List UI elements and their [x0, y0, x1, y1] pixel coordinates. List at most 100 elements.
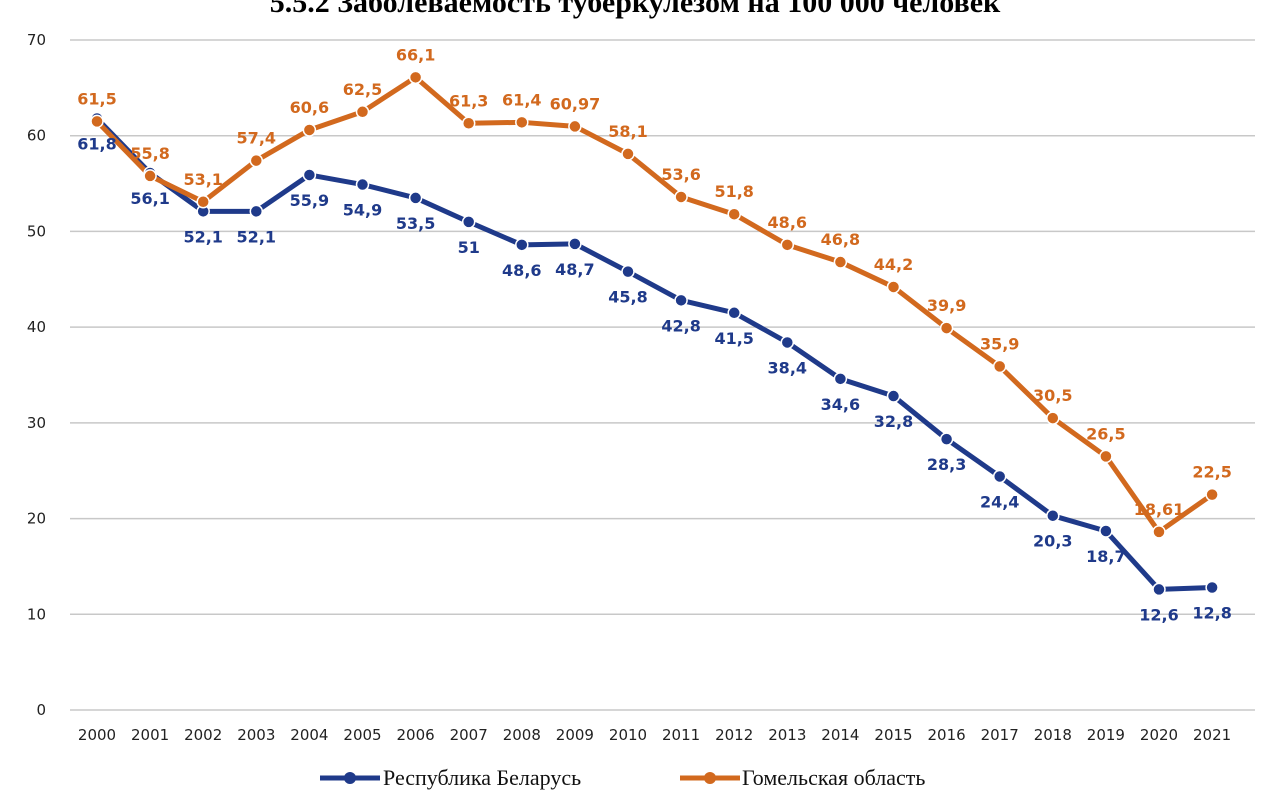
data-point — [515, 238, 529, 252]
data-label: 56,1 — [130, 189, 169, 208]
x-tick-label: 2020 — [1140, 726, 1178, 744]
x-tick-label: 2013 — [768, 726, 806, 744]
y-tick-label: 20 — [27, 510, 46, 528]
legend-marker — [344, 772, 356, 784]
data-point — [196, 195, 210, 209]
data-point — [992, 359, 1007, 374]
data-label: 41,5 — [714, 329, 753, 348]
data-point — [90, 114, 104, 129]
data-label: 61,4 — [502, 90, 541, 109]
data-label: 45,8 — [608, 288, 647, 307]
data-label: 51 — [458, 238, 480, 257]
data-label: 55,9 — [290, 191, 329, 210]
data-point — [833, 372, 848, 386]
x-tick-label: 2014 — [821, 726, 859, 744]
legend-label: Гомельская область — [742, 765, 925, 790]
page-title: 5.5.2 Заболеваемость туберкулезом на 100… — [269, 0, 1001, 19]
x-tick-label: 2019 — [1087, 726, 1125, 744]
data-point — [568, 119, 582, 134]
legend: Республика Беларусь Гомельская область — [320, 765, 925, 790]
data-label: 12,8 — [1192, 603, 1231, 622]
data-labels: 61,8 56,1 52,1 52,1 55,9 54,9 53,5 51 48,6 48,7 45… — [77, 45, 1232, 624]
data-point — [355, 105, 370, 119]
data-label: 34,6 — [821, 395, 860, 414]
data-label: 61,8 — [77, 134, 116, 153]
data-point — [461, 215, 476, 229]
data-point — [833, 255, 848, 269]
x-axis-ticks: 2000 2001 2002 2003 2004 2005 2006 2007 2008 2009… — [78, 726, 1231, 744]
data-label: 12,6 — [1139, 605, 1178, 624]
data-label: 42,8 — [661, 316, 700, 335]
data-point — [621, 264, 635, 279]
data-label: 48,7 — [555, 260, 594, 279]
y-tick-label: 50 — [27, 222, 46, 240]
legend-label: Республика Беларусь — [383, 765, 581, 790]
y-tick-label: 0 — [36, 701, 46, 719]
x-tick-label: 2006 — [397, 726, 435, 744]
data-label: 55,8 — [130, 144, 169, 163]
data-point — [621, 147, 635, 161]
data-label: 32,8 — [874, 412, 913, 431]
legend-marker — [704, 772, 716, 784]
data-label: 22,5 — [1192, 463, 1231, 482]
data-point — [939, 432, 954, 446]
data-label: 18,7 — [1086, 547, 1125, 566]
data-point — [674, 293, 688, 308]
data-label: 38,4 — [768, 358, 807, 377]
data-label: 58,1 — [608, 122, 647, 141]
data-point — [568, 237, 582, 251]
data-label: 39,9 — [927, 296, 966, 315]
data-label: 35,9 — [980, 334, 1019, 353]
x-tick-label: 2011 — [662, 726, 700, 744]
x-tick-label: 2007 — [450, 726, 488, 744]
data-point — [408, 191, 423, 205]
data-point — [355, 177, 370, 192]
data-point — [1099, 524, 1113, 538]
data-point — [1205, 487, 1219, 502]
series-lines — [94, 74, 1215, 592]
data-label: 61,5 — [77, 89, 116, 108]
y-tick-label: 10 — [27, 605, 46, 623]
y-tick-label: 60 — [27, 127, 46, 145]
data-label: 48,6 — [502, 261, 541, 280]
x-tick-label: 2021 — [1193, 726, 1231, 744]
x-tick-label: 2016 — [928, 726, 966, 744]
data-label: 52,1 — [183, 227, 222, 246]
data-label: 46,8 — [821, 230, 860, 249]
data-point — [515, 115, 529, 130]
data-label: 61,3 — [449, 91, 488, 110]
data-label: 54,9 — [343, 201, 382, 220]
x-tick-label: 2002 — [184, 726, 222, 744]
x-tick-label: 2000 — [78, 726, 116, 744]
data-point — [302, 168, 317, 182]
x-tick-label: 2008 — [503, 726, 541, 744]
data-label: 66,1 — [396, 45, 435, 64]
series-line — [94, 74, 1215, 535]
series-points — [90, 70, 1219, 597]
data-point — [461, 116, 476, 131]
x-tick-label: 2004 — [290, 726, 328, 744]
data-point — [1046, 508, 1060, 523]
x-tick-label: 2018 — [1034, 726, 1072, 744]
data-label: 62,5 — [343, 80, 382, 99]
x-tick-label: 2009 — [556, 726, 594, 744]
data-label: 30,5 — [1033, 386, 1072, 405]
data-label: 24,4 — [980, 492, 1019, 511]
x-tick-label: 2017 — [981, 726, 1019, 744]
data-label: 18,61 — [1134, 500, 1185, 519]
data-point — [727, 306, 741, 320]
y-tick-label: 30 — [27, 414, 46, 432]
data-label: 44,2 — [874, 255, 913, 274]
data-point — [1046, 411, 1060, 425]
series-line — [94, 115, 1215, 592]
data-point — [939, 321, 954, 335]
data-label: 52,1 — [237, 227, 276, 246]
data-point — [408, 70, 423, 85]
data-label: 60,97 — [550, 94, 601, 113]
x-tick-label: 2003 — [237, 726, 275, 744]
data-point — [302, 123, 317, 137]
data-point — [143, 169, 157, 183]
data-label: 53,5 — [396, 214, 435, 233]
data-point — [886, 389, 901, 403]
